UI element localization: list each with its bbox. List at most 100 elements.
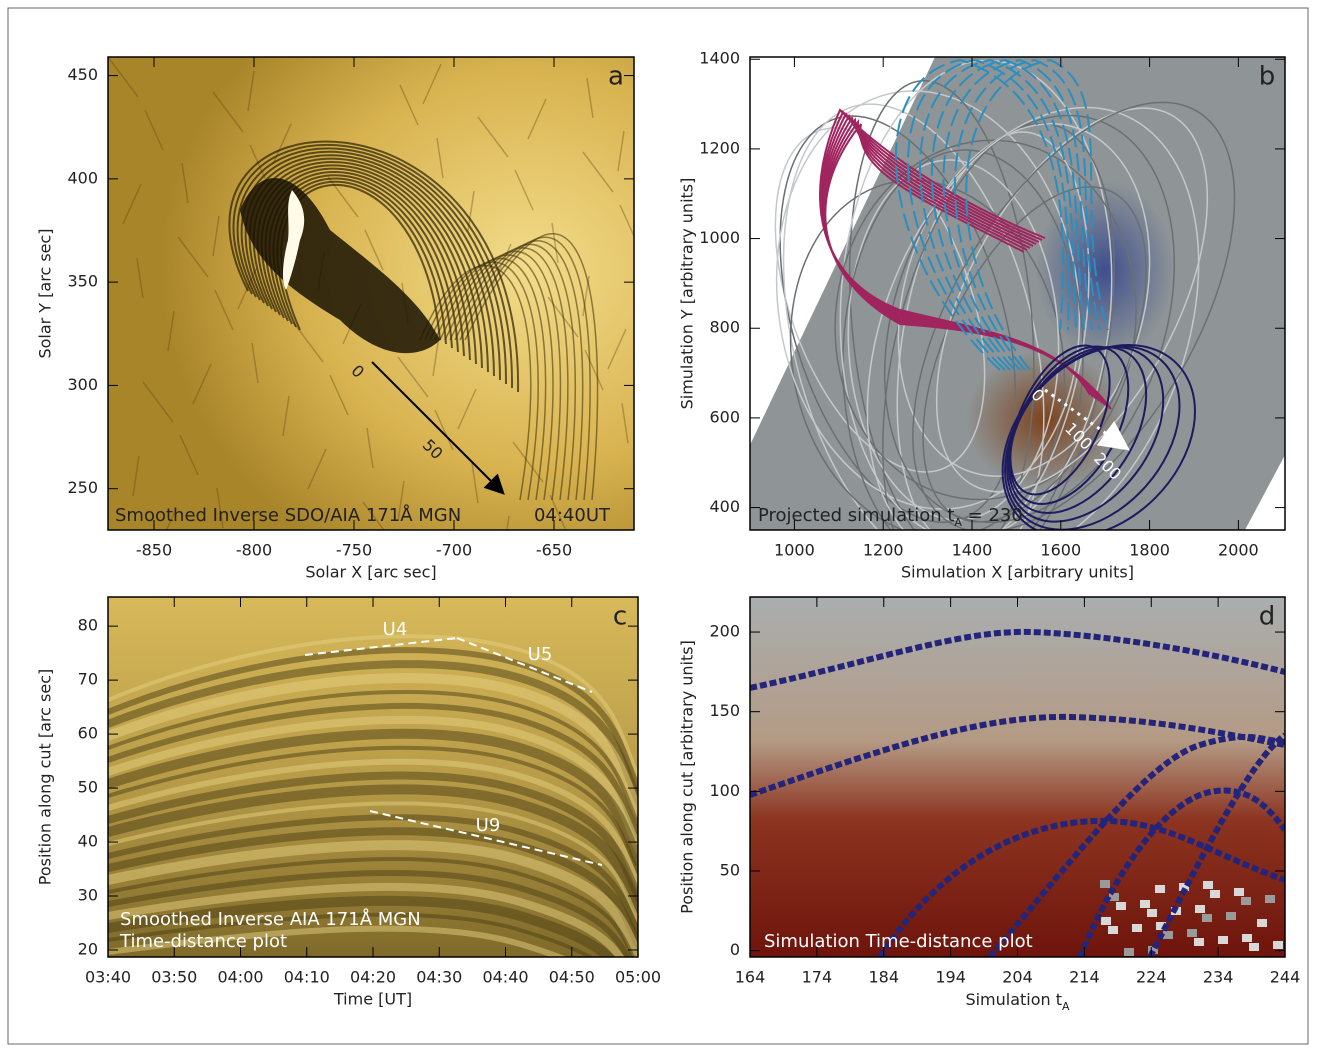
texture xyxy=(397,480,405,522)
x-tick-label: -750 xyxy=(336,541,372,560)
texture xyxy=(432,335,440,377)
texture xyxy=(122,183,142,225)
y-axis-label: Solar Y [arc sec] xyxy=(36,228,55,358)
speckle xyxy=(1148,946,1158,954)
speckle xyxy=(1265,895,1275,903)
speckle xyxy=(1109,893,1119,901)
speckle xyxy=(1132,924,1142,932)
band xyxy=(108,925,568,957)
texture xyxy=(422,63,442,105)
band xyxy=(108,702,638,842)
fit-u5 xyxy=(456,637,593,693)
y-tick-label: 800 xyxy=(709,318,740,337)
texture xyxy=(249,144,269,186)
loop xyxy=(434,254,554,501)
field-line xyxy=(897,123,1151,477)
fit-label: U5 xyxy=(528,644,553,665)
loop xyxy=(454,240,584,501)
texture xyxy=(214,289,234,331)
annotation-sub: A xyxy=(954,516,962,529)
panel-image xyxy=(108,57,634,530)
texture xyxy=(434,409,454,451)
texture xyxy=(216,487,224,529)
band xyxy=(108,814,638,938)
speckle xyxy=(1140,900,1150,908)
blue-line xyxy=(930,58,1085,371)
field-line xyxy=(935,107,1209,493)
band xyxy=(108,690,638,829)
texture xyxy=(364,229,384,271)
x-tick-label: 1600 xyxy=(1040,541,1081,560)
speckle xyxy=(1163,931,1173,939)
loop xyxy=(240,150,501,381)
x-axis-label-main: Simulation t xyxy=(965,990,1062,1009)
texture xyxy=(436,137,444,179)
texture xyxy=(607,328,627,370)
loop xyxy=(419,264,532,501)
band xyxy=(108,771,638,902)
x-tick-label: 03:50 xyxy=(151,968,197,987)
texture xyxy=(136,257,144,299)
y-tick-label: 50 xyxy=(720,860,740,879)
band xyxy=(108,660,638,806)
texture xyxy=(471,462,479,504)
speckle xyxy=(1203,881,1213,889)
blue-track xyxy=(1147,732,1285,957)
y-tick-label: 0 xyxy=(730,940,740,959)
texture xyxy=(617,130,625,172)
x-axis-label-sub: A xyxy=(1062,1000,1070,1013)
texture xyxy=(177,236,209,278)
texture xyxy=(621,402,629,444)
texture xyxy=(181,162,189,204)
speckle xyxy=(1249,943,1259,951)
blue-track xyxy=(987,733,1285,957)
speckle xyxy=(1116,902,1126,910)
speckle xyxy=(1147,909,1157,917)
y-tick-label: 450 xyxy=(67,65,98,84)
band xyxy=(108,715,638,854)
annotation: Simulation Time-distance plot xyxy=(764,931,1033,952)
texture xyxy=(167,310,175,352)
texture xyxy=(551,222,559,264)
x-tick-label: -700 xyxy=(436,541,472,560)
field-line xyxy=(882,122,1115,530)
speckle xyxy=(1108,926,1118,934)
x-tick-label: 164 xyxy=(735,968,766,987)
field-line xyxy=(922,186,1147,523)
y-tick-label: 350 xyxy=(67,272,98,291)
y-tick-label: 30 xyxy=(78,886,98,905)
speckle xyxy=(1100,880,1110,888)
blue-line xyxy=(965,58,1109,371)
annotation: Smoothed Inverse SDO/AIA 171Å MGN xyxy=(115,504,461,526)
texture xyxy=(144,109,164,151)
x-tick-label: 04:50 xyxy=(549,968,595,987)
y-tick-label: 80 xyxy=(78,616,98,635)
loop xyxy=(429,257,547,501)
loop xyxy=(424,261,539,501)
y-tick-label: 70 xyxy=(78,670,98,689)
speckle xyxy=(1234,888,1244,896)
x-tick-label: 04:40 xyxy=(482,968,528,987)
band xyxy=(108,634,638,781)
annotation-time: 04:40UT xyxy=(534,505,611,526)
y-tick-label: 20 xyxy=(78,939,98,958)
cut-line xyxy=(371,361,505,495)
field-line xyxy=(782,103,1045,530)
x-tick-label: 2000 xyxy=(1218,541,1259,560)
speckle xyxy=(1241,897,1251,905)
blue-track xyxy=(877,817,1285,957)
x-tick-label: 03:40 xyxy=(85,968,131,987)
texture xyxy=(457,388,477,430)
x-tick-label: 1000 xyxy=(774,541,815,560)
y-tick-label: 50 xyxy=(78,778,98,797)
x-tick-label: 224 xyxy=(1136,968,1167,987)
speckle xyxy=(1210,890,1220,898)
speckle xyxy=(1156,922,1166,930)
texture xyxy=(251,342,259,384)
texture xyxy=(132,455,140,497)
texture xyxy=(549,494,567,530)
blue-track xyxy=(750,713,1285,798)
blue-line xyxy=(953,58,1101,371)
loop xyxy=(459,236,591,501)
loop xyxy=(449,243,576,501)
